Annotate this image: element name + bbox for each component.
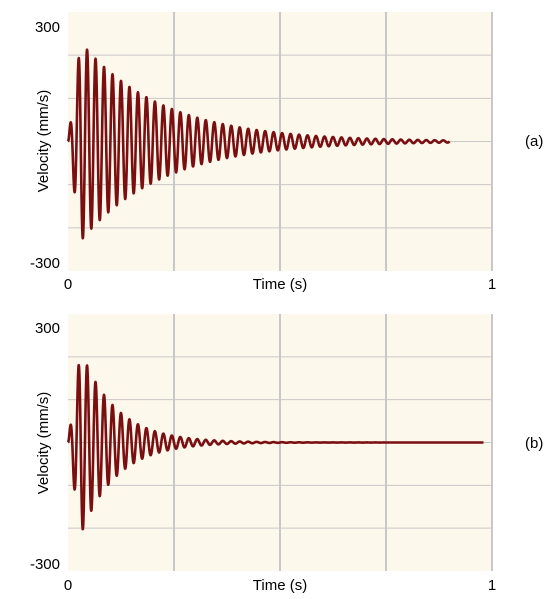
x-tick-label-start: 0 xyxy=(64,577,72,594)
x-axis-label: Time (s) xyxy=(253,276,307,293)
y-tick-label-top: 300 xyxy=(35,320,60,337)
y-tick-label-bottom: -300 xyxy=(30,556,60,573)
panel-label: (b) xyxy=(525,435,543,452)
y-tick-label-top: 300 xyxy=(35,19,60,36)
y-tick-label-bottom: -300 xyxy=(30,255,60,272)
series-line xyxy=(66,48,451,240)
panel-label: (a) xyxy=(525,133,543,150)
x-tick-label-start: 0 xyxy=(64,276,72,293)
x-tick-label-end: 1 xyxy=(488,276,496,293)
y-axis-label: Velocity (mm/s) xyxy=(35,392,52,495)
chart-panel-b: 300 -300 0 1 Time (s) Velocity (mm/s) (b… xyxy=(30,314,543,594)
chart-panel-a: 300 -300 0 1 Time (s) Velocity (mm/s) (a… xyxy=(30,12,543,293)
x-axis-label: Time (s) xyxy=(253,577,307,594)
series-line xyxy=(66,363,485,531)
x-tick-label-end: 1 xyxy=(488,577,496,594)
y-axis-label: Velocity (mm/s) xyxy=(35,90,52,193)
